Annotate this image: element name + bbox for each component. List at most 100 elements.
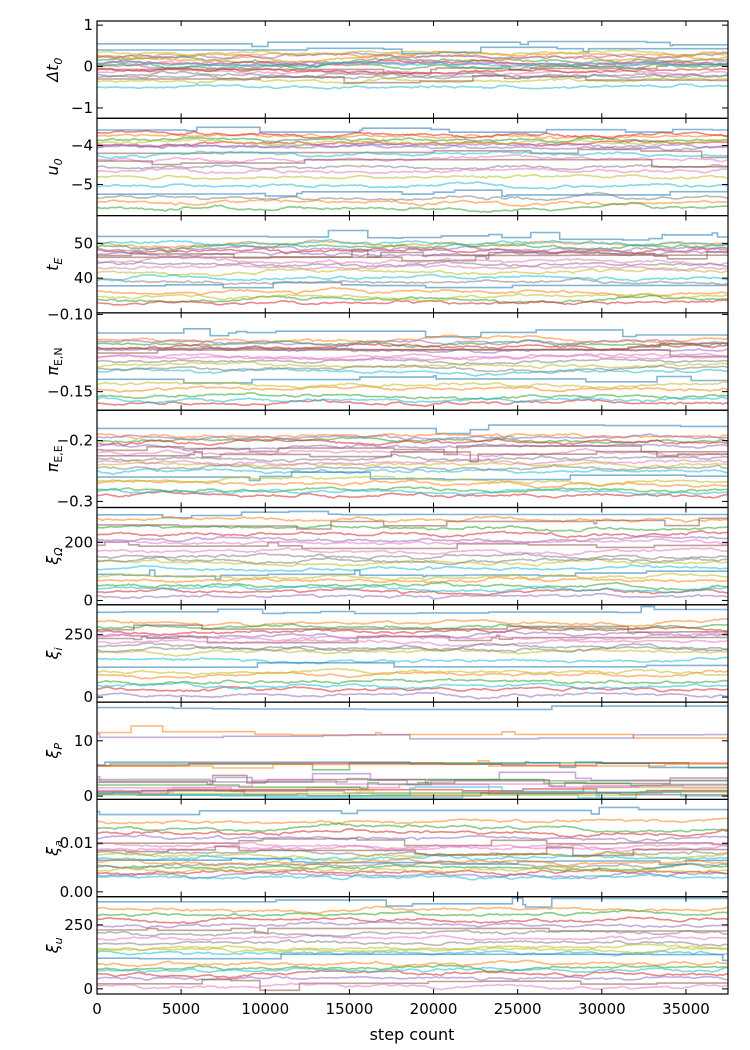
walker-trace-dt0-13: [97, 67, 728, 75]
walker-trace-tE-7: [97, 260, 728, 268]
walker-trace-xia-15: [97, 845, 728, 857]
y-tick-label-u0-1: −4: [71, 137, 93, 155]
walker-trace-tE-15: [97, 249, 728, 259]
y-axis-label-dt0: Δt0: [43, 58, 65, 84]
walker-trace-tE-18: [97, 292, 728, 303]
walker-trace-xii-8: [97, 648, 728, 657]
y-tick-label-xiOmega-1: 200: [64, 533, 93, 551]
y-tick-label-xia-0: 0.00: [60, 883, 93, 901]
walker-trace-dt0-9: [97, 82, 728, 90]
walker-trace-piEN-6: [97, 352, 728, 361]
walker-traces-xii: [97, 605, 728, 700]
walker-trace-dt0-16: [97, 58, 728, 68]
walker-trace-xiP-0: [97, 705, 728, 711]
y-axis-label-sub-dt0: 0: [52, 58, 65, 65]
walker-trace-u0-19: [97, 150, 728, 160]
y-tick-label-xiu-0: 0: [83, 980, 93, 998]
y-axis-label-main-u0: u: [43, 165, 62, 175]
walker-trace-dt0-19: [97, 60, 728, 68]
walker-trace-dt0-18: [97, 48, 728, 58]
walker-trace-xia-16: [97, 841, 728, 851]
walker-trace-tE-14: [97, 244, 728, 253]
y-axis-label-sub-xiu: u: [52, 937, 65, 944]
walker-trace-xii-15: [97, 624, 728, 633]
walker-trace-xii-16: [97, 631, 728, 642]
x-tick-label-6: 30000: [578, 1000, 626, 1018]
walker-trace-tE-5: [97, 250, 728, 262]
x-axis-label: step count: [370, 1025, 455, 1044]
y-axis-label-tE: tE: [43, 258, 65, 271]
walker-trace-xiOmega-4: [97, 535, 728, 544]
walker-trace-xiu-0: [97, 897, 728, 908]
walker-traces-tE: [97, 229, 728, 306]
walker-trace-xii-12: [97, 677, 728, 686]
walker-trace-tE-10: [97, 281, 728, 289]
y-axis-label-xiOmega: ξΩ: [43, 547, 65, 566]
y-tick-label-xia-1: 0.01: [60, 834, 93, 852]
walker-trace-xiOmega-11: [97, 575, 728, 584]
y-tick-label-piEN-1: −0.10: [47, 305, 93, 323]
y-axis-label-xia: ξa: [43, 840, 65, 857]
x-tick-label-3: 15000: [326, 1000, 374, 1018]
walker-trace-xii-19: [97, 681, 728, 691]
walker-trace-tE-6: [97, 255, 728, 266]
walker-trace-xiOmega-9: [97, 564, 728, 573]
walker-trace-xiu-7: [97, 938, 728, 947]
walker-trace-dt0-8: [97, 77, 728, 85]
walker-trace-u0-15: [97, 158, 728, 168]
walker-trace-u0-2: [97, 136, 728, 144]
walker-trace-xia-3: [97, 827, 728, 838]
y-axis-label-xiP: ξP: [43, 743, 65, 760]
walker-trace-xiOmega-15: [97, 517, 728, 530]
y-tick-label-piEE-0: −0.3: [57, 492, 93, 510]
walker-trace-xia-7: [97, 848, 728, 858]
walker-trace-u0-7: [97, 164, 728, 171]
walker-trace-tE-11: [97, 286, 728, 298]
y-tick-label-tE-1: 50: [74, 234, 93, 252]
panel-frame-xiu: [96, 896, 729, 995]
walker-trace-piEN-9: [97, 367, 728, 377]
walker-trace-dt0-15: [97, 75, 728, 84]
walker-trace-u0-8: [97, 173, 728, 181]
walker-trace-xiu-5: [97, 927, 728, 934]
y-axis-label-main-xiP: ξ: [43, 749, 62, 760]
walker-trace-piEN-8: [97, 361, 728, 370]
walker-trace-xiu-6: [97, 934, 728, 942]
y-axis-label-sub-piEE: E,E: [52, 445, 65, 462]
y-axis-label-sub-xii: i: [52, 647, 65, 650]
walker-trace-xia-11: [97, 857, 728, 867]
walker-trace-tE-12: [97, 294, 728, 304]
walker-traces-xiu: [97, 897, 728, 992]
y-axis-label-sub-xiP: P: [52, 743, 65, 750]
y-axis-label-main-piEN: π: [43, 366, 62, 376]
walker-trace-piEE-12: [97, 486, 728, 494]
y-axis-label-u0: u0: [43, 158, 65, 175]
walker-trace-xii-9: [97, 656, 728, 665]
walker-trace-xii-10: [97, 662, 728, 668]
walker-trace-xia-4: [97, 834, 728, 843]
walker-trace-tE-16: [97, 263, 728, 272]
y-axis-label-sub-xiOmega: Ω: [52, 547, 65, 557]
walker-trace-piEN-12: [97, 392, 728, 401]
walker-trace-piEN-11: [97, 384, 728, 393]
x-tick-label-2: 10000: [241, 1000, 289, 1018]
walker-trace-xii-17: [97, 645, 728, 654]
walker-trace-xiu-18: [97, 946, 728, 955]
x-tick-label-0: 0: [92, 1000, 102, 1018]
walker-trace-xia-17: [97, 859, 728, 870]
y-axis-label-xiu: ξu: [43, 937, 65, 954]
walker-trace-piEE-19: [97, 488, 728, 496]
walker-trace-piEN-1: [97, 334, 728, 345]
walker-trace-dt0-12: [97, 62, 728, 71]
walker-trace-u0-14: [97, 142, 728, 150]
walker-trace-tE-9: [97, 273, 728, 283]
x-tick-label-4: 20000: [410, 1000, 458, 1018]
walker-trace-xia-12: [97, 863, 728, 872]
walker-trace-xiOmega-17: [97, 556, 728, 566]
walker-trace-tE-0: [97, 229, 728, 241]
walker-trace-piEN-10: [97, 375, 728, 384]
walker-trace-tE-1: [97, 239, 728, 249]
